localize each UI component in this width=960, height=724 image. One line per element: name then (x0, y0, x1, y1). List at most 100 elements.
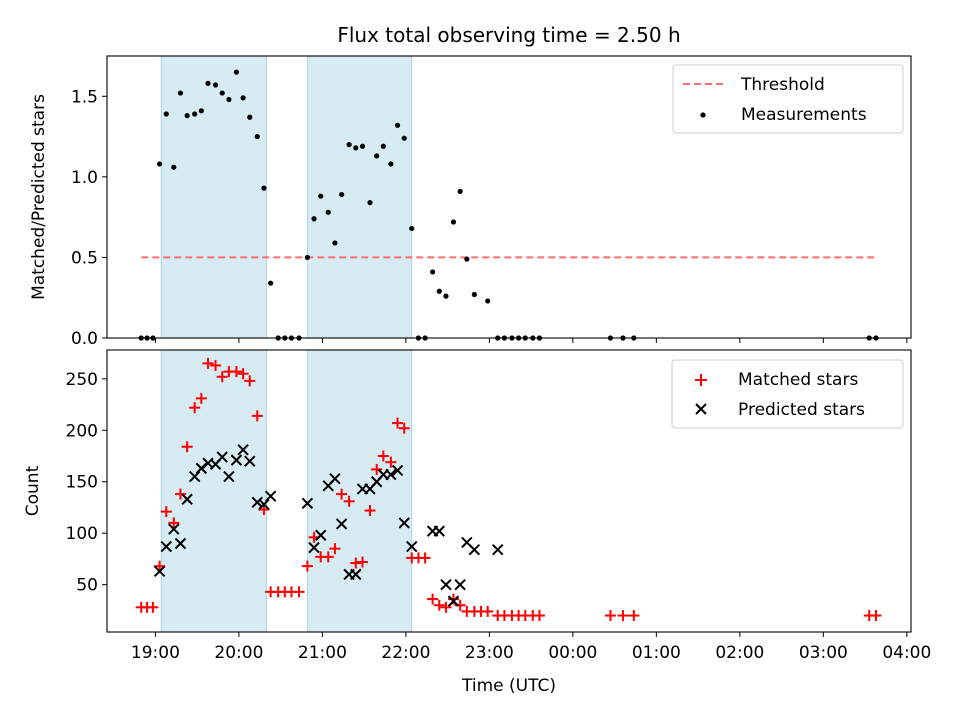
legend-threshold-label: Threshold (740, 75, 825, 95)
measurement-point (443, 293, 449, 299)
matched-star-point (440, 601, 452, 613)
bottom-panel: 50 100 150 200 250 19:00 20:00 21:00 22:00 23:00… (23, 349, 931, 696)
x-tick-label: 21:00 (298, 643, 347, 663)
matched-star-point (230, 366, 242, 378)
top-panel: 0.0 0.5 1.0 1.5 Flux total observing time =… (29, 23, 912, 349)
predicted-star-point (264, 490, 277, 502)
cross-stroke-b (391, 464, 404, 477)
y-tick-label: 200 (66, 421, 98, 441)
top-axes-frame (106, 55, 912, 339)
cross-stroke-b (181, 493, 193, 505)
top-legend-box (672, 64, 904, 134)
matched-star-point (617, 610, 629, 622)
matched-star-point (216, 371, 228, 383)
legend-matched-label: Matched stars (738, 370, 858, 390)
measurement-point (450, 219, 457, 225)
matched-stars-points (135, 357, 882, 622)
bottom-y-axis-label: Count (23, 465, 43, 516)
predicted-star-point (433, 525, 445, 537)
measurement-point (394, 122, 401, 128)
cross-stroke-b (244, 455, 256, 467)
bottom-x-ticks: 19:00 20:00 21:00 22:00 23:00 00:00 01:00 02:00… (131, 632, 931, 663)
matched-star-point (870, 610, 882, 622)
measurement-point (254, 133, 260, 140)
predicted-star-point (454, 578, 466, 591)
top-y-ticks: 0.0 0.5 1.0 1.5 (71, 87, 107, 349)
measurement-point (374, 153, 380, 159)
predicted-star-point (315, 529, 327, 541)
matched-star-point (433, 599, 445, 611)
measurement-point (192, 111, 198, 117)
measurement-point (485, 298, 491, 304)
matched-star-point (343, 495, 355, 507)
cross-stroke-b (398, 517, 410, 529)
predicted-star-point (308, 541, 320, 554)
x-tick-label: 22:00 (381, 643, 430, 663)
measurement-point (311, 216, 317, 222)
matched-star-point (293, 586, 305, 598)
matched-star-point (377, 450, 389, 462)
legend-predicted-swatch (695, 403, 707, 415)
predicted-star-point (216, 451, 228, 463)
cross-stroke-b (188, 470, 201, 483)
predicted-star-point (335, 518, 348, 530)
matched-star-point (210, 359, 222, 371)
measurement-point (177, 90, 184, 96)
matched-star-point (447, 593, 459, 605)
shaded-span (306, 55, 413, 339)
bottom-legend: Matched stars Predicted stars (671, 359, 904, 429)
x-axis-label: Time (UTC) (461, 676, 556, 696)
predicted-star-point (492, 543, 504, 556)
measurement-point (226, 96, 232, 103)
measurement-point (401, 135, 407, 141)
measurement-point (198, 108, 204, 114)
top-y-axis-label: Matched/Predicted stars (29, 94, 49, 300)
cross-stroke-b (258, 498, 270, 511)
measurement-point (261, 185, 267, 191)
matched-star-point (160, 506, 172, 518)
cross-stroke-b (308, 541, 320, 554)
y-tick-label: 0.5 (71, 248, 98, 268)
measurement-point (457, 188, 463, 194)
matched-star-point (154, 560, 166, 572)
predicted-star-point (223, 470, 235, 483)
cross-stroke-b (230, 454, 243, 466)
predicted-star-point (251, 496, 263, 509)
predicted-star-point (237, 444, 249, 456)
measurement-point (430, 269, 436, 275)
matched-star-point (181, 441, 193, 453)
legend-matched-swatch (695, 374, 707, 386)
matched-star-point (398, 422, 410, 434)
matched-star-point (371, 463, 383, 475)
shaded-span (160, 349, 267, 633)
top-observation-spans (160, 55, 413, 339)
cross-stroke-b (168, 523, 180, 535)
matched-star-point (202, 357, 214, 369)
cross-stroke-b (385, 468, 397, 481)
cross-stroke-b (468, 543, 481, 556)
y-tick-label: 250 (66, 370, 98, 390)
measurement-point (163, 111, 169, 117)
matched-star-point (336, 488, 348, 500)
predicted-star-point (398, 517, 410, 529)
matched-star-point (364, 505, 376, 517)
measurement-point (156, 161, 163, 167)
measurement-point (332, 240, 338, 246)
measurement-point (205, 80, 211, 86)
y-tick-label: 0.0 (71, 329, 98, 349)
cross-stroke-b (216, 451, 228, 463)
bottom-legend-box (671, 359, 904, 429)
measurement-point (233, 69, 240, 75)
cross-stroke-b (440, 578, 452, 591)
cross-stroke-b (237, 444, 249, 456)
legend-measurements-label: Measurements (741, 105, 867, 125)
x-tick-label: 01:00 (632, 643, 681, 663)
x-tick-label: 20:00 (214, 643, 263, 663)
predicted-star-point (329, 472, 341, 485)
predicted-star-point (468, 543, 481, 556)
matched-star-point (482, 605, 494, 617)
measurement-point (325, 209, 331, 215)
predicted-star-point (168, 523, 180, 535)
matched-star-point (533, 610, 545, 622)
matched-star-point (195, 392, 207, 404)
